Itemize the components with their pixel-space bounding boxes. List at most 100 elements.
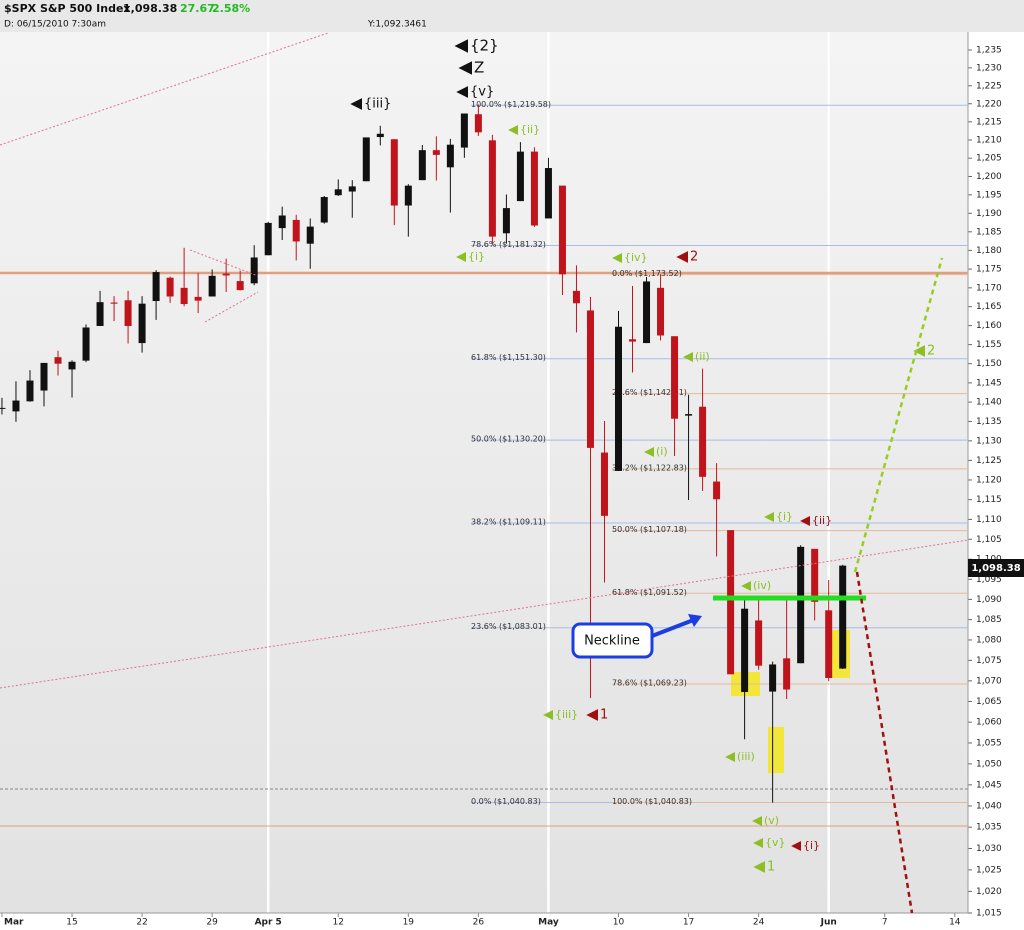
x-tick-label: 12 [333, 918, 344, 928]
wave-arrow [764, 512, 774, 522]
y-tick-label: 1,105 [976, 535, 1002, 545]
fib-label: 100.0% ($1,219.58) [471, 100, 551, 109]
cursor: Y:1,092.3461 [367, 20, 427, 30]
x-tick-label: 17 [683, 918, 694, 928]
x-tick-label: 22 [136, 918, 147, 928]
candle-body [82, 327, 90, 361]
y-tick-label: 1,215 [976, 117, 1002, 127]
wave-arrow [791, 841, 801, 851]
candle-body [629, 339, 637, 342]
x-tick-label: 19 [403, 918, 415, 928]
fib-label: 23.6% ($1,142.21) [612, 388, 687, 397]
candle-body [390, 139, 398, 206]
y-tick-label: 1,230 [976, 63, 1002, 73]
candle-body [278, 215, 286, 229]
candle-body [474, 114, 482, 133]
wave-label: 2 [690, 250, 698, 265]
wave-arrow [456, 252, 466, 262]
candle-body [194, 296, 202, 301]
candle-body [264, 222, 272, 256]
y-tick-label: 1,020 [976, 887, 1002, 897]
header-bar [0, 0, 1024, 32]
candle-body [418, 150, 426, 181]
x-tick-label: May [538, 918, 559, 928]
y-tick-label: 1,115 [976, 495, 1002, 505]
candle-body [586, 310, 594, 448]
wave-arrow [913, 345, 925, 357]
wave-label: 1 [600, 708, 608, 723]
plot-area [0, 32, 968, 913]
wave-label: {ii} [520, 123, 540, 136]
wave-label: (v) [764, 814, 779, 827]
wave-label: {i} [776, 510, 793, 523]
fib-label: 38.2% ($1,109.11) [471, 517, 546, 526]
fib-label: 23.6% ($1,083.01) [471, 622, 546, 631]
y-tick-label: 1,175 [976, 265, 1002, 275]
price-label: 1,098.38 [971, 563, 1020, 574]
x-tick-label: 14 [949, 918, 961, 928]
wave-label: {2} [470, 37, 499, 55]
candle-body [124, 300, 132, 326]
candle-body [558, 185, 566, 275]
candle-body [110, 302, 118, 304]
wave-arrow [725, 752, 735, 762]
y-tick-label: 1,160 [976, 321, 1002, 331]
candle-body [362, 137, 370, 182]
x-tick-label: 15 [66, 918, 77, 928]
wave-label: {i} [468, 250, 485, 263]
y-tick-label: 1,025 [976, 865, 1002, 875]
candle-body [727, 530, 735, 675]
candle-body [320, 197, 328, 223]
y-tick-label: 1,180 [976, 246, 1002, 256]
candle-body [825, 610, 833, 678]
wave-arrow [753, 861, 765, 873]
candle-body [54, 357, 62, 364]
y-tick-label: 1,070 [976, 676, 1002, 686]
y-tick-label: 1,085 [976, 615, 1002, 625]
candle-body [348, 186, 356, 192]
candle-body [334, 189, 342, 196]
y-tick-label: 1,190 [976, 209, 1002, 219]
candle-body [138, 303, 146, 344]
wave-arrow [543, 710, 553, 720]
wave-arrow [753, 838, 763, 848]
y-tick-label: 1,195 [976, 190, 1002, 200]
y-tick-label: 1,155 [976, 340, 1002, 350]
callout-arrowhead [688, 614, 702, 627]
highlight [768, 727, 784, 773]
y-tick-label: 1,055 [976, 738, 1002, 748]
y-tick-label: 1,015 [976, 909, 1002, 919]
candle-body [783, 658, 791, 690]
x-tick-label: Apr 5 [255, 918, 282, 928]
y-tick-label: 1,200 [976, 172, 1002, 182]
wave-arrow [458, 61, 472, 75]
candle-body [68, 361, 76, 370]
candle-body [250, 257, 258, 284]
candle-body [685, 414, 693, 416]
fib-label: 61.8% ($1,091.52) [612, 588, 687, 597]
x-tick-label: Jun [820, 918, 837, 928]
wave-arrow [644, 447, 654, 457]
candle-body [657, 287, 665, 336]
callout-arrow [651, 617, 697, 638]
y-tick-label: 1,205 [976, 154, 1002, 164]
y-tick-label: 1,075 [976, 656, 1002, 666]
symbol: $SPX S&P 500 Index [4, 2, 131, 15]
y-tick-label: 1,045 [976, 780, 1002, 790]
y-tick-label: 1,050 [976, 759, 1002, 769]
wave-label: {i} [803, 839, 820, 852]
candle-body [208, 275, 216, 297]
y-tick-label: 1,220 [976, 99, 1002, 109]
trendline [0, 32, 329, 146]
wave-label: 1 [767, 860, 775, 875]
fib-label: 0.0% ($1,040.83) [471, 797, 541, 806]
y-tick-label: 1,125 [976, 456, 1002, 466]
candle-body [40, 362, 48, 391]
candle-body [12, 400, 20, 412]
wave-arrow [508, 125, 518, 135]
x-tick-label: 29 [206, 918, 218, 928]
wave-arrow [752, 816, 762, 826]
plot: Mar 15 22 29 Apr 5 12 19 26 May 10 17 24 Jun 7 141,015… [0, 32, 1002, 928]
wave-arrow [800, 516, 810, 526]
candle-body [530, 151, 538, 226]
